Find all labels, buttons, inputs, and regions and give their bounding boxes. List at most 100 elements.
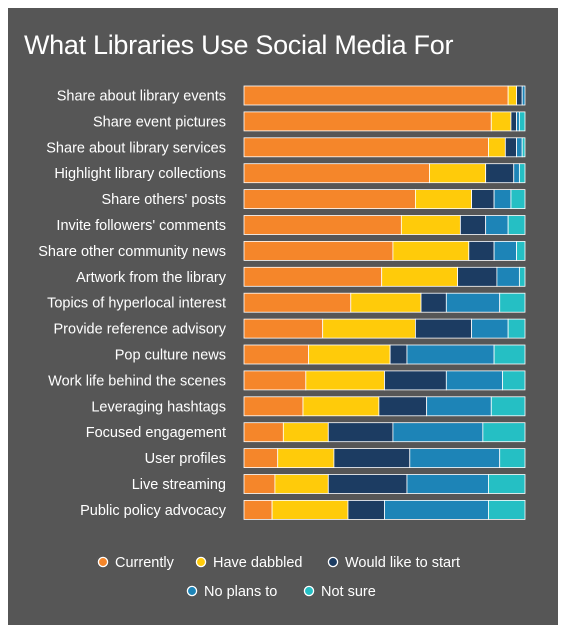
bar-segment-3 [510,111,517,132]
bar-segment-5 [518,111,526,132]
bar-segment-1 [243,189,416,210]
bar-segment-4 [445,370,503,391]
category-label: Pop culture news [115,348,226,364]
bar-segment-2 [350,292,422,313]
bar-segment-4 [409,448,501,469]
bar-segment-3 [378,396,428,417]
category-label: Artwork from the library [76,270,227,286]
bar-segment-1 [243,318,324,339]
bar-segment-2 [308,344,391,365]
bar-segment-5 [518,266,526,287]
bar-segment-3 [471,189,495,210]
bar-segment-5 [510,189,526,210]
bar-segment-5 [502,370,526,391]
bar-segment-3 [327,422,394,443]
bar-segment-2 [274,474,329,494]
legend-label: Not sure [321,584,376,600]
category-label: Share about library services [46,140,226,156]
bar-segment-4 [485,215,509,235]
bar-segment-3 [333,448,411,469]
category-label: Leveraging hashtags [91,399,226,415]
category-label: Live streaming [132,477,226,493]
bar-segment-3 [327,474,408,494]
chart-title: What Libraries Use Social Media For [24,30,454,60]
bar-segment-5 [507,215,526,235]
bar-segment-2 [322,318,416,339]
bar-segment-5 [521,137,526,158]
bar-segment-4 [471,318,509,339]
bar-segment-4 [493,240,517,261]
category-label: Work life behind the scenes [48,373,226,389]
bar-segment-1 [243,85,509,106]
category-label: Highlight library collections [54,166,226,182]
bar-segment-1 [243,474,276,494]
bar-segment-4 [426,396,492,417]
bar-segment-4 [406,344,495,365]
legend-label: Would like to start [345,555,460,571]
bar-segment-4 [516,137,523,158]
bar-segment-2 [302,396,380,417]
category-label: User profiles [145,451,226,467]
bar-segment-2 [429,163,487,184]
bar-segment-3 [516,85,523,106]
bar-segment-2 [400,215,461,235]
bar-segment-2 [305,370,385,391]
bar-segment-1 [243,370,307,391]
bar-segment-1 [243,499,273,520]
legend-marker [195,556,207,568]
bar-segment-5 [507,318,526,339]
bar-segment-2 [271,499,349,520]
bar-segment-2 [277,448,335,469]
chart-panel [8,8,558,625]
legend-label: No plans to [204,584,277,600]
category-label: Invite followers' comments [56,218,226,234]
category-label: Share about library events [57,89,226,105]
legend-marker [186,585,198,597]
bar-segment-1 [243,240,394,261]
category-label: Share others' posts [102,192,226,208]
bar-segment-1 [243,163,430,184]
bar-segment-3 [457,266,498,287]
category-label: Provide reference advisory [54,322,227,338]
bar-segment-5 [488,474,526,494]
bar-segment-5 [516,240,526,261]
bar-segment-5 [482,422,526,443]
bar-segment-5 [499,292,526,313]
bar-segment-1 [243,215,402,235]
bar-segment-1 [243,344,310,365]
bar-segment-4 [392,422,484,443]
category-label: Focused engagement [86,425,226,441]
legend-label: Currently [115,555,175,571]
bar-segment-1 [243,396,304,417]
bar-segment-4 [496,266,520,287]
bar-segment-1 [243,448,279,469]
legend-marker [303,585,315,597]
bar-segment-5 [490,396,526,417]
bar-segment-5 [518,163,526,184]
category-label: Public policy advocacy [80,503,227,519]
bar-segment-4 [406,474,489,494]
bar-segment-3 [468,240,495,261]
bar-segment-3 [485,163,515,184]
legend-marker [327,556,339,568]
bar-segment-5 [499,448,526,469]
bar-segment-3 [384,370,447,391]
bar-segment-2 [490,111,512,132]
bar-segment-5 [488,499,526,520]
bar-segment-3 [459,215,487,235]
bar-segment-5 [493,344,526,365]
bar-segment-3 [504,137,517,158]
bar-segment-1 [243,292,352,313]
bar-segment-4 [445,292,501,313]
legend-label: Have dabbled [213,555,303,571]
bar-segment-1 [243,137,489,158]
bar-segment-3 [420,292,447,313]
category-label: Share event pictures [93,114,226,130]
bar-segment-4 [516,111,520,132]
bar-segment-2 [415,189,473,210]
bar-segment-2 [381,266,458,287]
bar-segment-1 [243,266,383,287]
legend-marker [97,556,109,568]
category-label: Share other community news [38,244,226,260]
